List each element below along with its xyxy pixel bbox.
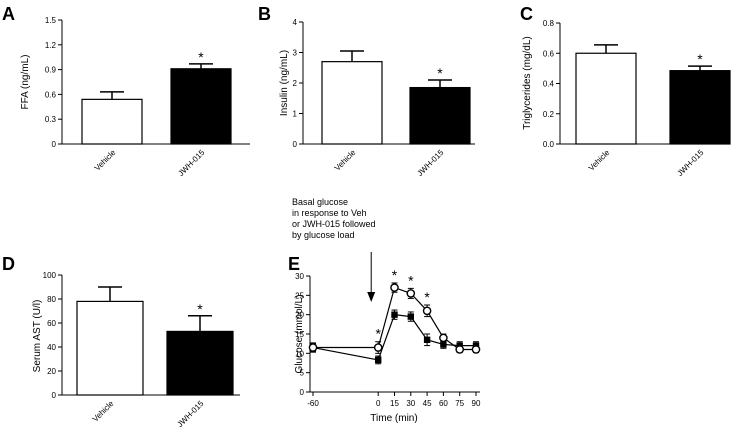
y-axis-label: Glucose (mmol/L) [294,295,305,374]
x-tick-label: 60 [439,399,448,408]
y-tick-label: 0.4 [543,80,555,89]
x-category-label: JWH-015 [176,148,206,178]
bar-jwh-015 [170,68,232,145]
significance-star: * [392,267,398,283]
significance-star: * [437,65,443,81]
y-tick-label: 100 [43,271,57,280]
data-point [308,343,318,352]
bar-vehicle [76,300,144,396]
data-point [406,289,416,298]
y-tick-label: 10 [295,349,304,358]
panel-letter-e: E [288,254,300,274]
x-tick-label: 0 [376,399,381,408]
y-axis-label: Serum AST (U/l) [32,300,43,373]
y-tick-label: 0.8 [543,19,555,28]
panel-c: C 0.0 0.2 0.4 0.6 0.8 Triglycerides (mg/dL) Veh… [520,4,731,178]
significance-star: * [697,51,703,67]
y-tick-label: 25 [295,291,304,300]
x-tick-label: -60 [307,399,319,408]
panel-letter-d: D [2,254,15,274]
y-tick-label: 0.3 [45,115,57,124]
x-tick-label: 75 [455,399,464,408]
series-filled-square [309,309,480,365]
x-tick-label: 15 [390,399,399,408]
panel-d: D 0 20 40 60 80 100 Serum AST (U/l) Vehicle * JWH-… [2,254,240,429]
panel-letter-a: A [2,4,15,24]
bar-vehicle [575,52,637,145]
significance-star: * [408,272,414,288]
x-tick-label: 90 [472,399,481,408]
data-point [390,283,399,292]
significance-star: * [197,301,203,317]
significance-star: * [424,289,430,305]
y-tick-label: 0 [52,391,57,400]
x-axis-label: Time (min) [370,413,417,424]
data-point [373,343,383,352]
y-tick-label: 30 [295,272,304,281]
y-tick-label: 80 [47,295,56,304]
y-tick-label: 4 [293,18,298,27]
data-point [423,336,431,343]
data-point [422,306,432,316]
bar-jwh-015 [409,86,471,145]
panel-letter-b: B [258,4,271,24]
data-point [439,333,448,343]
y-tick-label: 1 [293,110,298,119]
annotation-line: in response to Veh [292,208,367,218]
y-tick-label: 0.6 [543,49,555,58]
x-tick-label: 30 [406,399,415,408]
annotation-line: Basal glucose [292,197,348,207]
y-axis-label: Triglycerides (mg/dL) [522,36,533,130]
y-axis-label: FFA (ng/mL) [20,54,31,109]
annotation-line: by glucose load [292,230,355,240]
y-tick-label: 0 [300,388,305,397]
significance-star: * [198,49,204,65]
y-tick-label: 3 [293,49,298,58]
y-tick-label: 0.6 [45,90,57,99]
data-point [375,356,382,364]
y-tick-label: 1.5 [45,16,57,25]
x-category-label: JWH-015 [175,399,205,429]
data-point [455,345,465,354]
y-tick-label: 2 [293,79,298,88]
data-point [407,313,414,320]
annotation-line: or JWH-015 followed [292,219,376,229]
y-tick-label: 0 [293,140,298,149]
data-point [440,341,447,348]
panel-a: A 0 0.3 0.6 0.9 1.2 1.5 FFA (ng/mL) Vehicle * JWH-… [2,4,250,178]
y-tick-label: 0.9 [45,66,57,75]
series-open-circle [308,282,481,354]
bar-jwh-015 [669,70,731,145]
y-tick-label: 0.0 [543,140,555,149]
bar-jwh-015 [166,330,234,396]
panel-b: B 0 1 2 3 4 Insulin (ng/mL) Vehicle * JWH-015 [258,4,475,178]
y-axis-label: Insulin (ng/mL) [279,50,290,116]
y-tick-label: 20 [295,311,304,320]
x-category-label: Vehicle [333,148,358,173]
y-tick-label: 5 [300,369,305,378]
bar-vehicle [81,98,143,145]
x-category-label: Vehicle [587,148,612,173]
significance-star: * [375,326,381,342]
panel-letter-c: C [520,4,533,24]
y-tick-label: 1.2 [45,41,57,50]
x-category-label: JWH-015 [415,148,445,178]
y-tick-label: 0.2 [543,110,555,119]
annotation-arrow-head [367,292,376,302]
data-point [471,345,481,354]
y-tick-label: 60 [47,319,56,328]
x-category-label: Vehicle [93,148,118,173]
series-line [312,314,476,361]
y-tick-label: 0 [52,140,57,149]
y-tick-label: 40 [47,343,56,352]
bar-vehicle [321,61,383,145]
x-tick-label: 45 [423,399,432,408]
x-category-label: Vehicle [91,399,116,424]
y-tick-label: 15 [295,330,304,339]
y-tick-label: 20 [47,367,56,376]
data-point [391,311,398,318]
x-category-label: JWH-015 [675,148,705,178]
